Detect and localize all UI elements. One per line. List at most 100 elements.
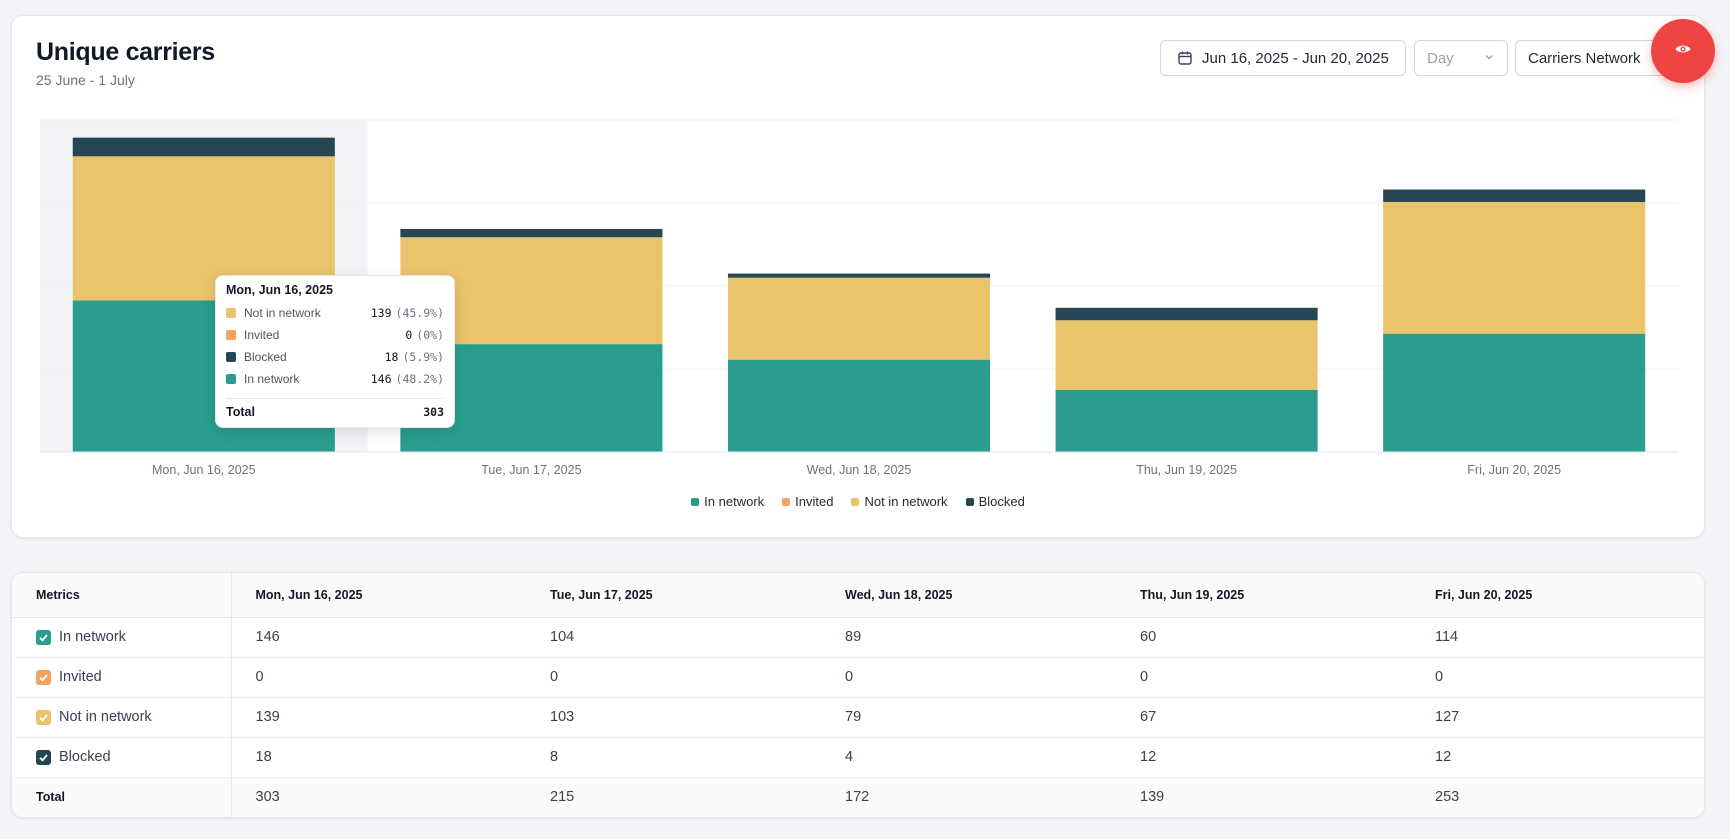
bar-segment-in-network[interactable] — [1383, 333, 1646, 452]
bar-segment-not-in-network[interactable] — [727, 277, 991, 360]
column-header: Wed, Jun 18, 2025 — [821, 573, 1116, 618]
granularity-label: Day — [1427, 49, 1454, 67]
legend-swatch — [965, 497, 974, 506]
column-header: Tue, Jun 17, 2025 — [526, 573, 821, 618]
tooltip-row-label: Invited — [244, 328, 280, 342]
table-cell: 139 — [231, 697, 526, 738]
total-cell: 253 — [1411, 777, 1704, 817]
table-cell: 4 — [821, 737, 1116, 778]
table-header-row: Metrics Mon, Jun 16, 2025 Tue, Jun 17, 2… — [12, 573, 1704, 618]
bar-segment-blocked[interactable] — [1383, 189, 1646, 202]
blocked-checkbox[interactable] — [36, 749, 51, 765]
invited-swatch — [226, 330, 236, 340]
x-tick-label: Thu, Jun 19, 2025 — [1136, 463, 1237, 477]
x-tick-label: Fri, Jun 20, 2025 — [1467, 463, 1561, 477]
tooltip-divider — [226, 398, 444, 399]
x-tick-label: Tue, Jun 17, 2025 — [481, 463, 581, 477]
table-cell: 89 — [821, 617, 1116, 658]
legend-swatch — [691, 497, 700, 506]
not-in-network-swatch — [226, 308, 236, 318]
in-network-checkbox[interactable] — [36, 629, 51, 645]
invited-checkbox[interactable] — [36, 669, 51, 685]
tooltip-row-value: 18 — [384, 350, 399, 364]
table-cell: 104 — [526, 617, 821, 658]
legend-swatch — [782, 497, 791, 506]
chevron-down-icon — [1483, 50, 1495, 67]
table-cell: 127 — [1411, 697, 1704, 738]
x-tick-label: Mon, Jun 16, 2025 — [152, 463, 256, 477]
legend-label: Invited — [795, 494, 834, 509]
not-in-network-checkbox[interactable] — [36, 709, 51, 725]
visibility-fab-button[interactable] — [1651, 19, 1715, 83]
tooltip-total: Total 303 — [226, 405, 444, 419]
total-cell: 215 — [526, 777, 821, 817]
legend-label: Not in network — [864, 494, 948, 509]
table-cell: 0 — [526, 657, 821, 698]
bar-segment-in-network[interactable] — [727, 359, 991, 452]
metric-label: Not in network — [59, 709, 152, 725]
total-cell: 172 — [821, 777, 1116, 817]
table-row: Not in network 139 103 79 67 127 — [12, 697, 1704, 738]
blocked-swatch — [226, 352, 236, 362]
tooltip-row: In network 146 (48.2%) — [226, 368, 444, 390]
table-cell: 18 — [231, 737, 526, 778]
tooltip-row-label: Not in network — [244, 306, 321, 320]
bar-segment-blocked[interactable] — [1055, 307, 1318, 321]
tooltip-row-label: In network — [244, 372, 300, 386]
tooltip-row-pct: (0%) — [416, 328, 444, 342]
legend-item-in-network[interactable]: In network — [691, 494, 764, 509]
total-cell: 303 — [231, 777, 526, 817]
table-cell: 0 — [821, 657, 1116, 698]
table-cell: 8 — [526, 737, 821, 778]
tooltip-row: Blocked 18 (5.9%) — [226, 346, 444, 368]
table-cell: 114 — [1411, 617, 1704, 658]
table-row: Invited 0 0 0 0 0 — [12, 657, 1704, 698]
table-cell: 67 — [1116, 697, 1411, 738]
legend-label: Blocked — [978, 494, 1025, 509]
tooltip-row-pct: (45.9%) — [395, 306, 444, 320]
table-total-row: Total 303 215 172 139 253 — [12, 777, 1704, 817]
column-header-metrics: Metrics — [12, 573, 232, 618]
table-cell: 0 — [231, 657, 526, 698]
legend-item-not-in-network[interactable]: Not in network — [851, 494, 948, 509]
table-cell: 146 — [231, 617, 526, 658]
metrics-table-card: Metrics Mon, Jun 16, 2025 Tue, Jun 17, 2… — [11, 572, 1705, 818]
bar-segment-blocked[interactable] — [72, 137, 335, 157]
granularity-select[interactable]: Day — [1414, 40, 1508, 76]
eye-icon — [1674, 40, 1692, 63]
table-cell: 0 — [1411, 657, 1704, 698]
page-subtitle: 25 June - 1 July — [36, 72, 135, 88]
table-cell: 0 — [1116, 657, 1411, 698]
legend-swatch — [851, 497, 860, 506]
table-row: Blocked 18 8 4 12 12 — [12, 737, 1704, 778]
tooltip-row-label: Blocked — [244, 350, 287, 364]
metrics-table: Metrics Mon, Jun 16, 2025 Tue, Jun 17, 2… — [12, 573, 1704, 817]
bar-segment-not-in-network[interactable] — [1055, 320, 1318, 390]
in-network-swatch — [226, 374, 236, 384]
tooltip-date: Mon, Jun 16, 2025 — [226, 283, 333, 297]
legend-item-invited[interactable]: Invited — [782, 494, 833, 509]
date-range-label: Jun 16, 2025 - Jun 20, 2025 — [1202, 49, 1389, 67]
bar-segment-in-network[interactable] — [1055, 389, 1318, 452]
x-tick-label: Wed, Jun 18, 2025 — [807, 463, 912, 477]
total-label: Total — [36, 790, 65, 805]
metric-label: Blocked — [59, 749, 111, 765]
column-header: Thu, Jun 19, 2025 — [1116, 573, 1411, 618]
date-range-picker[interactable]: Jun 16, 2025 - Jun 20, 2025 — [1160, 40, 1406, 76]
table-cell: 79 — [821, 697, 1116, 738]
tooltip-row-value: 139 — [370, 306, 392, 320]
legend-item-blocked[interactable]: Blocked — [965, 494, 1025, 509]
chart-tooltip: Mon, Jun 16, 2025 Not in network 139 (45… — [215, 275, 455, 428]
tooltip-row-pct: (48.2%) — [395, 372, 444, 386]
table-cell: 12 — [1411, 737, 1704, 778]
table-cell: 60 — [1116, 617, 1411, 658]
metric-label: Invited — [59, 669, 102, 685]
network-filter-label: Carriers Network — [1528, 49, 1641, 67]
legend-label: In network — [704, 494, 765, 509]
bar-segment-not-in-network[interactable] — [1383, 201, 1646, 334]
bar-segment-blocked[interactable] — [400, 228, 663, 238]
tooltip-row: Invited 0 (0%) — [226, 324, 444, 346]
bar-segment-blocked[interactable] — [727, 273, 991, 278]
chart-legend: In network Invited Not in network Blocke… — [12, 494, 1704, 509]
table-cell: 12 — [1116, 737, 1411, 778]
